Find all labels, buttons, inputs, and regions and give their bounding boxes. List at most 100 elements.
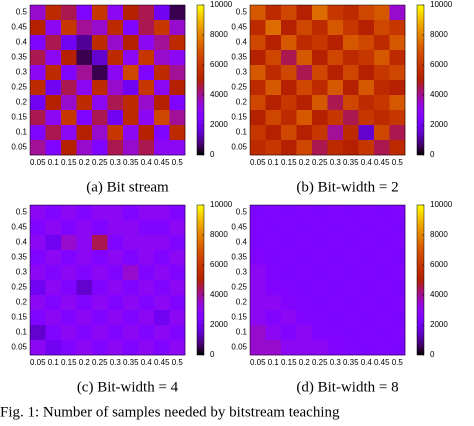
heatmap-cell xyxy=(61,235,77,251)
heatmap-cell xyxy=(358,340,375,356)
heatmap-cell xyxy=(138,205,155,221)
heatmap-cell xyxy=(107,110,124,126)
heatmap-cell xyxy=(30,220,46,236)
heatmap-cell xyxy=(61,65,77,81)
heatmap-cell xyxy=(61,50,77,66)
heatmap-cell xyxy=(327,5,344,21)
heatmap-cell xyxy=(61,125,77,141)
heatmap-cell xyxy=(76,80,93,96)
heatmap-cell xyxy=(265,310,282,326)
heatmap-cell xyxy=(296,125,313,141)
heatmap-cell xyxy=(61,95,77,111)
heatmap-cell xyxy=(45,20,62,36)
heatmap-cell xyxy=(358,65,375,81)
heatmap-cell xyxy=(154,265,170,281)
colorbar-tick-label: 4000 xyxy=(210,290,228,299)
heatmap-cell xyxy=(45,35,62,51)
colorbar-tick-label: 4000 xyxy=(210,90,228,99)
colorbar-tick-label: 2000 xyxy=(430,120,448,129)
heatmap-cell xyxy=(30,295,46,311)
heatmap-cell xyxy=(312,125,328,141)
heatmap-cell xyxy=(312,20,328,36)
heatmap-cell xyxy=(389,35,406,51)
colorbar-tick-label: 4000 xyxy=(430,290,448,299)
heatmap-cell xyxy=(30,110,46,126)
heatmap-cell xyxy=(250,80,266,96)
heatmap-cell xyxy=(250,295,266,311)
x-tick-label: 0.2 xyxy=(79,158,91,167)
heatmap-cell xyxy=(61,5,77,21)
plot-frame xyxy=(249,4,406,156)
heatmap-cell xyxy=(30,20,46,36)
x-tick-label: 0.2 xyxy=(299,158,311,167)
heatmap-cell xyxy=(250,280,266,296)
x-tick-label: 0.5 xyxy=(392,358,404,367)
heatmap-cell xyxy=(265,340,282,356)
heatmap-cell xyxy=(265,80,282,96)
heatmap-cell xyxy=(92,325,108,341)
heatmap-cell xyxy=(312,140,328,156)
y-tick-label: 0.45 xyxy=(11,223,27,232)
heatmap-cell xyxy=(107,80,124,96)
heatmap-cell xyxy=(296,220,313,236)
heatmap-cell xyxy=(374,80,390,96)
colorbar-tick-label: 2000 xyxy=(210,120,228,129)
heatmap-cell xyxy=(45,50,62,66)
plot-frame xyxy=(29,204,186,356)
heatmap-cell xyxy=(138,95,155,111)
heatmap-cell xyxy=(389,80,406,96)
x-tick-label: 0.5 xyxy=(172,158,184,167)
heatmap-cell xyxy=(281,310,297,326)
heatmap-cell xyxy=(61,295,77,311)
heatmap-cell xyxy=(327,35,344,51)
x-tick-label: 0.5 xyxy=(392,158,404,167)
heatmap-cell xyxy=(30,35,46,51)
heatmap-cell xyxy=(45,80,62,96)
heatmap-cell xyxy=(92,110,108,126)
heatmap-cell xyxy=(389,110,406,126)
heatmap-cell xyxy=(76,95,93,111)
heatmap-cell xyxy=(107,295,124,311)
y-tick-label: 0.25 xyxy=(11,283,27,292)
heatmap-cell xyxy=(107,140,124,156)
heatmap-cell xyxy=(76,50,93,66)
heatmap-cell xyxy=(107,5,124,21)
heatmap-cell xyxy=(92,235,108,251)
heatmap-cell xyxy=(169,280,186,296)
heatmap-cell xyxy=(107,35,124,51)
heatmap-cell xyxy=(358,80,375,96)
heatmap-cell xyxy=(45,95,62,111)
heatmap-cell xyxy=(61,265,77,281)
heatmap-cell xyxy=(343,310,359,326)
y-tick-label: 0.35 xyxy=(11,53,27,62)
heatmap-cell xyxy=(169,110,186,126)
heatmap-cell xyxy=(281,250,297,266)
heatmap-cell xyxy=(312,325,328,341)
heatmap-cell xyxy=(374,340,390,356)
heatmap-cell xyxy=(138,295,155,311)
heatmap-cell xyxy=(107,310,124,326)
heatmap-cell xyxy=(250,65,266,81)
heatmap-cell xyxy=(169,80,186,96)
heatmap-cell xyxy=(374,295,390,311)
heatmap-cell xyxy=(374,310,390,326)
y-tick-label: 0.05 xyxy=(11,343,27,352)
heatmap-cell xyxy=(358,140,375,156)
y-tick-label: 0.3 xyxy=(236,68,248,77)
y-tick-label: 0.35 xyxy=(11,253,27,262)
heatmap-cell xyxy=(389,140,406,156)
y-tick-label: 0.1 xyxy=(16,128,28,137)
heatmap-cell xyxy=(312,110,328,126)
heatmap-cell xyxy=(250,220,266,236)
heatmap-cell xyxy=(45,125,62,141)
heatmap-cell xyxy=(327,235,344,251)
heatmap-cell xyxy=(76,235,93,251)
x-tick-label: 0.35 xyxy=(343,158,359,167)
heatmap-cell xyxy=(374,280,390,296)
heatmap-cell xyxy=(343,50,359,66)
heatmap-cell xyxy=(358,205,375,221)
heatmap-cell xyxy=(61,310,77,326)
heatmap-cell xyxy=(123,50,139,66)
x-tick-label: 0.3 xyxy=(110,158,122,167)
heatmap-cell xyxy=(123,310,139,326)
